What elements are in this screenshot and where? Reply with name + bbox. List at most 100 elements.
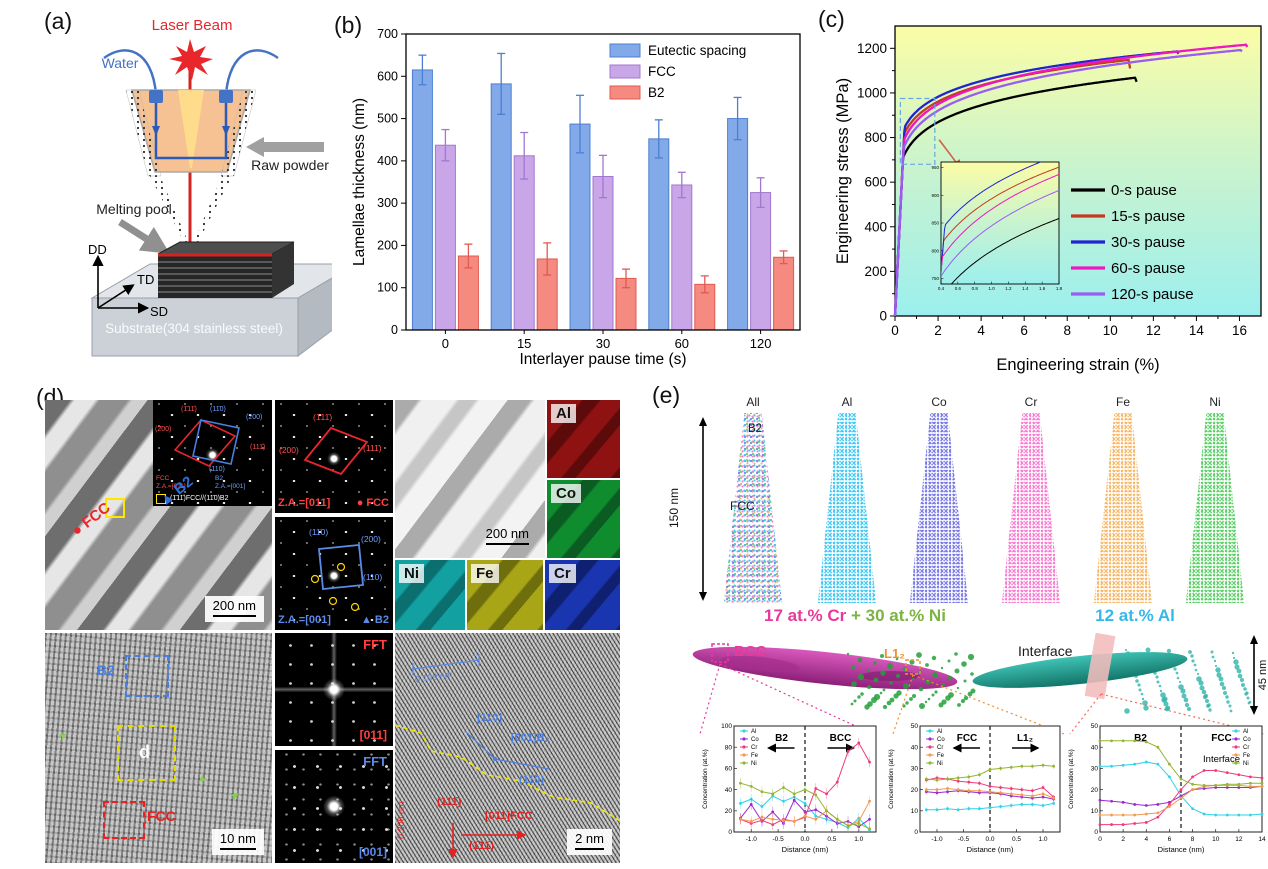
build-side (272, 242, 294, 298)
b2-roi-box (125, 655, 169, 697)
svg-text:Cr: Cr (937, 745, 943, 751)
l12-roi-box (905, 659, 921, 675)
needle-label-cr: Cr (1024, 395, 1038, 409)
fft-title: FFT (363, 637, 387, 652)
svg-text:950: 950 (931, 165, 939, 170)
saed-spot-label: (200) (361, 534, 381, 544)
svg-text:1000: 1000 (857, 85, 887, 100)
saed-spot-label: (110) (363, 572, 383, 582)
svg-text:6: 6 (1168, 836, 1172, 843)
apt-needle-al (817, 413, 877, 603)
panel-c-label: (c) (818, 6, 845, 32)
needle-label-al: Al (841, 395, 853, 409)
td-axis (97, 284, 135, 309)
svg-text:800: 800 (864, 130, 887, 145)
svg-text:100: 100 (721, 723, 732, 730)
water-inlet-left (149, 90, 163, 103)
panel-e-label: (e) (652, 382, 681, 408)
hrtem-roi-image: B2 d FCC ➤ ➤ ➤ 10 nm (45, 633, 272, 863)
svg-text:850: 850 (931, 221, 939, 226)
svg-text:0-s pause: 0-s pause (1111, 182, 1177, 199)
scale-bar: 200 nm (204, 595, 264, 622)
svg-text:40: 40 (725, 787, 733, 794)
svg-text:14: 14 (1189, 323, 1205, 338)
td-label: TD (137, 272, 154, 287)
svg-text:FCC: FCC (957, 733, 978, 744)
profile-fcc-l12-chart: 0 10 20 30 40 50 -1.0 -0.5 0.0 0.5 1.0 Distance (nm… (888, 723, 1061, 854)
eds-label: Cr (549, 564, 576, 583)
powder-stream-right (193, 176, 232, 244)
svg-text:120-s pause: 120-s pause (1111, 286, 1194, 303)
fft-b2: FFT [001] (275, 750, 393, 863)
scale-bar: 10 nm (211, 828, 264, 855)
svg-text:Fe: Fe (751, 753, 759, 759)
isosurface-row: BCC L1₂ Interface 45 nm (692, 632, 1268, 735)
svg-text:Distance (nm): Distance (nm) (782, 845, 829, 854)
svg-text:Concentration (at.%): Concentration (at.%) (1068, 749, 1075, 809)
svg-text:0: 0 (914, 829, 918, 836)
panel-b-label: (b) (334, 12, 363, 38)
svg-text:0.5: 0.5 (827, 836, 836, 843)
svg-text:10: 10 (1091, 808, 1099, 815)
blue-direction-1: [110] (477, 712, 503, 724)
svg-text:10: 10 (1103, 323, 1118, 338)
svg-text:15: 15 (517, 336, 531, 351)
svg-text:Engineering stress (MPa): Engineering stress (MPa) (834, 78, 852, 264)
red-plane-1: (111̄) (437, 796, 462, 808)
svg-text:Ni: Ni (751, 761, 757, 767)
svg-text:12: 12 (1146, 323, 1161, 338)
saed-b2-caption: B2 (215, 475, 223, 482)
svg-text:60: 60 (725, 766, 733, 773)
svg-text:15-s pause: 15-s pause (1111, 208, 1185, 225)
build-layers (158, 261, 272, 293)
fft-fcc: FFT [011] (275, 633, 393, 746)
eds-map-ni: Ni (395, 560, 465, 630)
sd-label: SD (150, 304, 168, 319)
apt-needle-fe (1093, 413, 1153, 603)
svg-text:10: 10 (911, 808, 919, 815)
b2-region-label: B2 (748, 423, 763, 435)
build-front (158, 256, 272, 298)
svg-text:30: 30 (596, 336, 610, 351)
svg-text:Distance (nm): Distance (nm) (967, 845, 1014, 854)
eds-label: Ni (399, 564, 424, 583)
svg-text:400: 400 (377, 154, 398, 168)
melting-pool-label: Melting pool (96, 201, 172, 217)
svg-text:0.8: 0.8 (972, 286, 979, 291)
svg-text:0.4: 0.4 (938, 286, 945, 291)
svg-text:Fe: Fe (937, 753, 945, 759)
cr-caption: 17 at.% Cr (764, 606, 847, 625)
laser-star-icon (169, 39, 213, 80)
svg-text:1.2: 1.2 (1005, 286, 1012, 291)
tem-overview-image: (1̄11̄) (11̄0) (200) (2̄00) (111̄) (110)… (45, 400, 272, 630)
interface-band (1084, 632, 1116, 700)
svg-text:0.5: 0.5 (1012, 836, 1021, 843)
stem-image: 200 nm (395, 400, 545, 558)
lamellae-bar-chart: 0 100 200 300 400 500 600 700 0 15 30 60 120 Interlay… (351, 27, 801, 368)
svg-text:200: 200 (864, 264, 887, 279)
svg-text:0: 0 (391, 323, 398, 337)
needle-label-fe: Fe (1115, 395, 1130, 409)
svg-text:4: 4 (977, 323, 985, 338)
fcc-roi-label: FCC (147, 808, 176, 824)
svg-text:750: 750 (931, 276, 939, 281)
svg-text:2: 2 (934, 323, 942, 338)
saed-spot-label: (200) (246, 414, 263, 421)
svg-text:0: 0 (879, 309, 887, 324)
svg-text:Cr: Cr (1243, 745, 1249, 751)
svg-text:8: 8 (1063, 323, 1071, 338)
svg-text:300: 300 (377, 196, 398, 210)
saed-fcc-za: Z.A.=[011] (156, 483, 186, 490)
d-roi-label: d (139, 742, 150, 762)
svg-text:50: 50 (1091, 723, 1099, 730)
saed-fcc-marker: ● FCC (356, 497, 389, 509)
svg-text:500: 500 (377, 112, 398, 126)
svg-text:0: 0 (891, 323, 899, 338)
bcc-roi-box (711, 643, 729, 663)
red-direction: [011]FCC (485, 810, 533, 822)
saed-spot-label: (111̄) (363, 443, 382, 453)
saed-spot-label: (1̄11̄) (181, 406, 197, 413)
svg-text:60: 60 (675, 336, 689, 351)
saed-spot-label: (11̄0) (309, 527, 329, 537)
b2-roi-label: B2 (97, 662, 115, 678)
